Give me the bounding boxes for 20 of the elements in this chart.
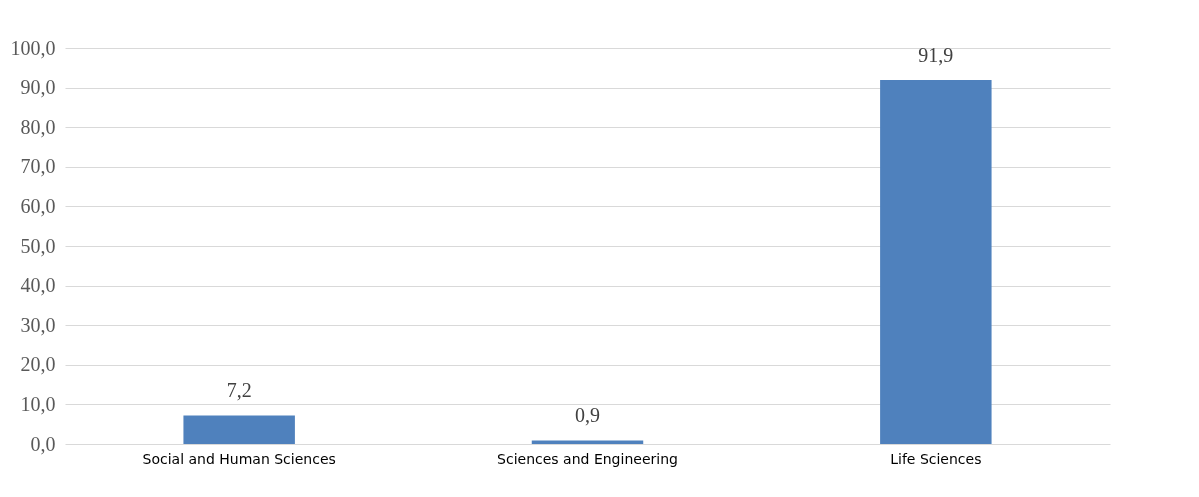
y-tick-label: 10,0: [20, 392, 56, 415]
y-tick-label: 40,0: [20, 274, 56, 297]
y-tick-label: 0,0: [30, 432, 56, 455]
x-tick-label: Life Sciences: [890, 450, 982, 467]
x-tick-label: Social and Human Sciences: [142, 450, 336, 467]
y-tick-label: 60,0: [20, 194, 56, 217]
data-label: 91,9: [918, 44, 954, 67]
x-tick-label: Sciences and Engineering: [497, 450, 678, 467]
y-tick-label: 80,0: [20, 115, 56, 138]
data-label: 0,9: [575, 404, 600, 427]
bar: [183, 415, 295, 444]
y-tick-label: 70,0: [20, 155, 56, 178]
y-tick-label: 20,0: [20, 353, 56, 376]
y-tick-label: 50,0: [20, 234, 56, 257]
bar: [531, 440, 644, 444]
y-tick-label: 100,0: [10, 36, 56, 59]
bar: [880, 80, 992, 444]
y-tick-label: 90,0: [20, 76, 56, 99]
y-tick-label: 30,0: [20, 313, 56, 336]
data-label: 7,2: [226, 379, 252, 402]
